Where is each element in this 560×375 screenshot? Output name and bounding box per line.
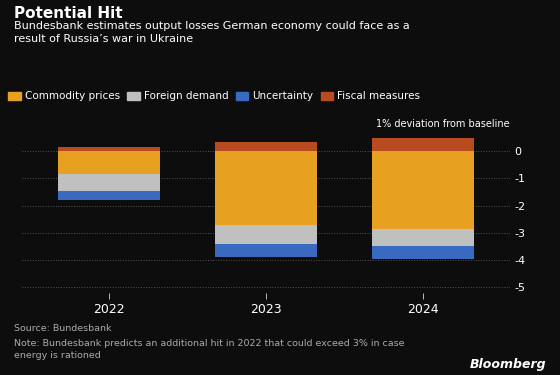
Bar [215, 225, 317, 244]
Bar [58, 147, 160, 151]
Bar [58, 174, 160, 190]
Legend: Commodity prices, Foreign demand, Uncertainty, Fiscal measures: Commodity prices, Foreign demand, Uncert… [8, 92, 421, 102]
Bar [215, 142, 317, 151]
Text: Note: Bundesbank predicts an additional hit in 2022 that could exceed 3% in case: Note: Bundesbank predicts an additional … [14, 339, 404, 360]
Text: Source: Bundesbank: Source: Bundesbank [14, 324, 111, 333]
Bar [58, 151, 160, 174]
Bar [58, 190, 160, 200]
Text: Potential Hit: Potential Hit [14, 6, 123, 21]
Text: Bloomberg: Bloomberg [469, 358, 546, 371]
Text: Bundesbank estimates output losses German economy could face as a
result of Russ: Bundesbank estimates output losses Germa… [14, 21, 410, 44]
Bar [372, 246, 474, 258]
Bar [372, 151, 474, 229]
Bar [372, 138, 474, 151]
Bar [372, 229, 474, 246]
Bar [215, 151, 317, 225]
Bar [215, 244, 317, 257]
Text: 1% deviation from baseline: 1% deviation from baseline [376, 119, 510, 129]
